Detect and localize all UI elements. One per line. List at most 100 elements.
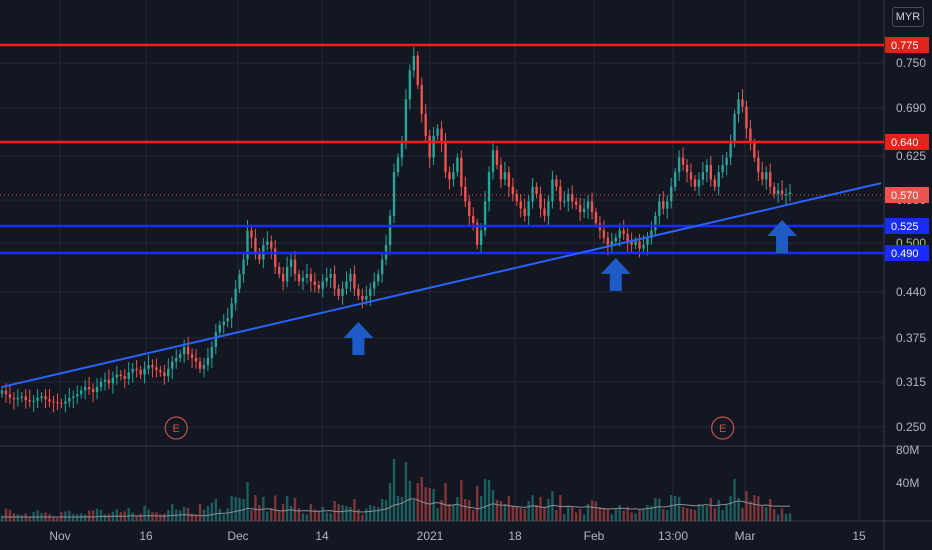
- candle-body: [246, 230, 249, 260]
- candle-body: [472, 215, 475, 224]
- candle-body: [519, 201, 522, 209]
- level-badge: [885, 37, 929, 53]
- volume-bar: [559, 495, 562, 521]
- volume-bar: [776, 514, 780, 521]
- candle-body: [737, 99, 740, 114]
- candle-body: [535, 186, 538, 195]
- candle-body: [424, 113, 427, 136]
- candle-body: [214, 332, 218, 347]
- candle-body: [297, 274, 301, 282]
- volume-bar: [709, 498, 712, 521]
- candle-body: [155, 367, 158, 371]
- candle-body: [487, 172, 491, 202]
- candle-body: [638, 241, 641, 249]
- last-price-badge-text: 0.570: [891, 190, 919, 202]
- candle-body: [717, 172, 720, 187]
- candle-body: [349, 274, 352, 282]
- volume-bar: [305, 514, 309, 521]
- candle-body: [701, 172, 705, 180]
- volume-bar: [448, 504, 451, 521]
- volume-bar: [701, 505, 705, 521]
- candle-body: [135, 368, 138, 371]
- horizontal-levels[interactable]: [0, 43, 884, 255]
- volume-bar: [281, 504, 285, 521]
- candle-body: [361, 295, 364, 300]
- volume-bar: [0, 515, 4, 521]
- level-badge: [885, 245, 929, 261]
- candle-body: [784, 194, 788, 196]
- volume-bar: [673, 496, 677, 521]
- volume-bar: [729, 496, 732, 521]
- price-tick-label: 0.625: [896, 149, 926, 163]
- candle-body: [337, 288, 340, 296]
- volume-bar: [325, 512, 328, 521]
- candle-body: [107, 379, 111, 384]
- candle-body: [270, 241, 273, 249]
- volume-bar: [618, 505, 621, 521]
- volume-bar: [416, 483, 419, 521]
- volume-bar: [670, 495, 673, 521]
- candle-body: [527, 201, 530, 216]
- candle-body: [293, 259, 297, 275]
- candle-body: [289, 259, 293, 267]
- volume-bar: [586, 504, 590, 521]
- candle-body: [685, 164, 689, 173]
- volume-bar: [630, 512, 633, 521]
- volume-bar: [28, 517, 31, 521]
- volume-bar: [313, 509, 317, 521]
- volume-bar: [614, 508, 617, 521]
- candle-body: [539, 194, 542, 209]
- volume-bar: [198, 504, 202, 521]
- volume-bar: [622, 510, 625, 521]
- volume-bar: [654, 498, 657, 521]
- volume-bar: [95, 508, 99, 521]
- volume-bar: [757, 496, 760, 521]
- volume-tick-label: 80M: [896, 443, 919, 457]
- volume-bar: [48, 514, 51, 521]
- volume-bar: [361, 514, 364, 521]
- volume-bar: [72, 514, 75, 521]
- volume-bar: [226, 508, 229, 521]
- volume-bar: [626, 507, 629, 521]
- candle-body: [28, 400, 31, 402]
- volume-bar: [376, 507, 380, 521]
- volume-bar: [563, 514, 566, 521]
- candle-body: [586, 201, 590, 209]
- trendline[interactable]: [1, 182, 882, 388]
- candle-body: [622, 230, 625, 235]
- volume-bar: [555, 510, 558, 521]
- candle-body: [761, 172, 764, 180]
- candle-body: [44, 396, 47, 400]
- volume-bar: [317, 510, 320, 521]
- volume-bar: [234, 497, 237, 521]
- volume-bar: [689, 509, 693, 521]
- candle-body: [689, 172, 693, 180]
- candle-body: [452, 172, 455, 180]
- volume-bar: [574, 512, 578, 521]
- volume-bar: [531, 495, 534, 521]
- currency-label[interactable]: MYR: [892, 7, 924, 27]
- volume-bar: [400, 497, 404, 521]
- volume-bar: [8, 509, 12, 521]
- volume-bar: [483, 479, 487, 521]
- volume-bar: [131, 512, 134, 521]
- level-badge-text: 0.490: [891, 248, 919, 260]
- volume-bar: [725, 504, 728, 521]
- volume-bar: [666, 510, 669, 521]
- candle-body: [436, 128, 439, 136]
- candle-body: [464, 186, 467, 202]
- candle-body: [642, 245, 645, 249]
- volume-bar: [171, 504, 174, 521]
- volume-bar: [99, 509, 103, 521]
- candle-body: [103, 379, 107, 382]
- candle-body: [483, 201, 487, 231]
- volume-bar: [765, 507, 768, 521]
- candle-body: [274, 248, 277, 267]
- volume-bar: [456, 497, 459, 521]
- volume-bar: [285, 496, 289, 521]
- candle-body: [111, 377, 115, 384]
- volume-bar: [487, 480, 491, 521]
- candle-body: [780, 190, 784, 195]
